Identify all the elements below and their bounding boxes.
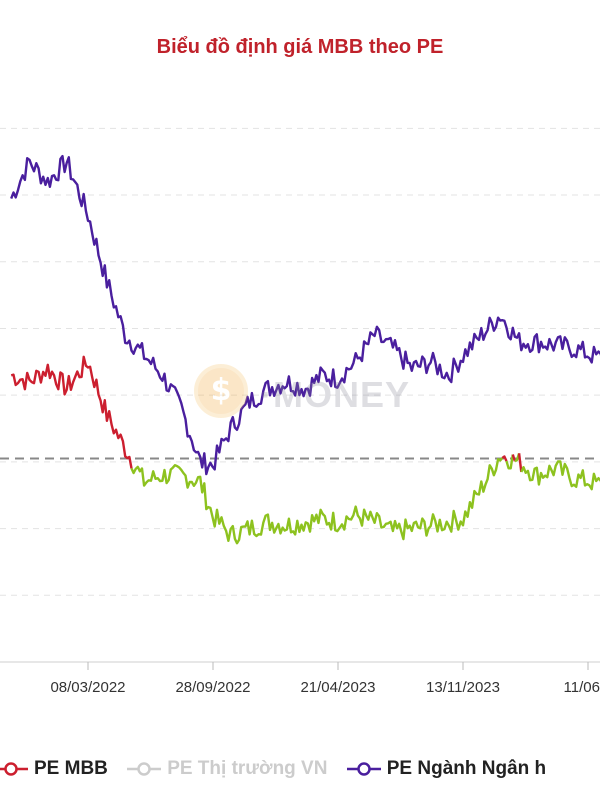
x-tick-label: 28/09/2022 — [175, 679, 250, 696]
legend-line-marker-icon — [346, 762, 381, 776]
x-tick-label: 11/06/2 — [564, 679, 600, 696]
watermark: $ ·MONEY — [190, 358, 430, 428]
series-line-pe-mbb — [517, 453, 523, 473]
legend-line-marker-icon — [0, 762, 28, 776]
legend-item-pe-nganh-ngan-hang[interactable]: PE Ngành Ngân h — [346, 758, 547, 780]
watermark-text: ·MONEY — [260, 374, 410, 415]
legend-line-marker-icon — [127, 762, 162, 776]
series-line-pe-mbb — [10, 355, 133, 469]
coin-dollar-icon: $ — [194, 364, 248, 418]
x-tick-label: 21/04/2023 — [300, 679, 375, 696]
legend-item-pe-mbb[interactable]: PE MBB — [0, 758, 108, 780]
legend-item-pe-thi-truong-vn[interactable]: PE Thị trường VN — [127, 758, 327, 780]
series-layer — [0, 154, 600, 545]
series-line-pe-nganh-ngan-hang — [10, 154, 600, 476]
legend-label: PE MBB — [34, 758, 108, 779]
legend-label: PE Thị trường VN — [167, 758, 328, 779]
chart-title: Biểu đồ định giá MBB theo PE — [156, 36, 444, 58]
x-tick-label: 08/03/2022 — [50, 679, 125, 696]
series-line-pe-mbb — [505, 454, 514, 470]
x-tick-label: 13/11/2023 — [426, 679, 500, 696]
plot-area: 108/03/202228/09/202221/04/202313/11/202… — [0, 127, 600, 696]
legend: PE MBB PE Thị trường VN PE Ngành Ngân h — [0, 758, 560, 783]
x-axis: 108/03/202228/09/202221/04/202313/11/202… — [0, 661, 600, 696]
legend-label: PE Ngành Ngân h — [386, 758, 547, 779]
series-line-pe-mbb — [501, 455, 508, 462]
series-line-pe-mbb — [520, 460, 600, 491]
series-line-pe-mbb — [130, 457, 504, 545]
